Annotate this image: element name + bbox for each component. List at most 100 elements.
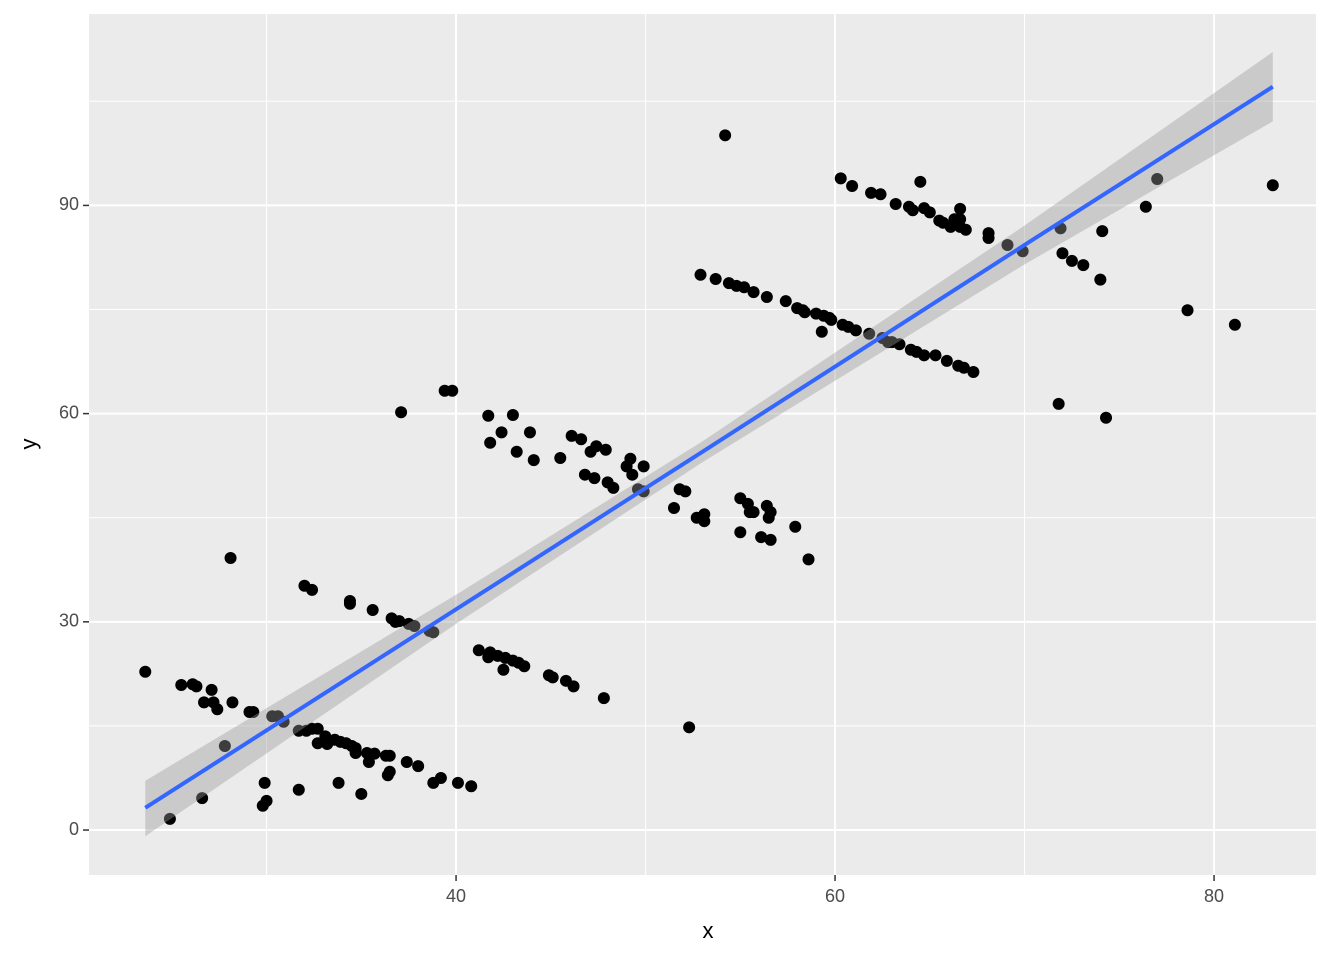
point <box>929 349 942 362</box>
point <box>247 706 260 719</box>
point <box>546 671 559 684</box>
point <box>1001 238 1014 251</box>
point <box>1100 411 1113 424</box>
point <box>957 361 970 374</box>
point <box>590 440 603 453</box>
point <box>465 780 478 793</box>
y-tick-label: 30 <box>59 611 79 631</box>
point <box>906 204 919 217</box>
point <box>1228 318 1241 331</box>
point <box>383 749 396 762</box>
y-axis-label: y <box>16 439 41 450</box>
point <box>205 683 218 696</box>
point <box>434 771 447 784</box>
x-tick-label: 60 <box>825 886 845 906</box>
point <box>224 551 237 564</box>
point <box>332 776 345 789</box>
point <box>497 663 510 676</box>
point <box>863 327 876 340</box>
x-axis-label: x <box>703 918 714 943</box>
point <box>163 812 176 825</box>
point <box>198 696 211 709</box>
point <box>914 175 927 188</box>
point <box>366 604 379 617</box>
point <box>1181 304 1194 317</box>
point <box>292 783 305 796</box>
point <box>764 533 777 546</box>
point <box>683 721 696 734</box>
point <box>368 747 381 760</box>
point <box>789 520 802 533</box>
point <box>190 680 203 693</box>
point <box>1065 254 1078 267</box>
point <box>738 281 751 294</box>
point <box>218 740 231 753</box>
point <box>260 794 273 807</box>
point <box>527 454 540 467</box>
point <box>1056 247 1069 260</box>
point <box>506 409 519 422</box>
point <box>400 756 413 769</box>
point <box>523 426 536 439</box>
point <box>446 384 459 397</box>
point <box>597 692 610 705</box>
point <box>846 179 859 192</box>
point <box>889 198 902 211</box>
point <box>679 485 692 498</box>
point <box>698 515 711 528</box>
point <box>626 468 639 481</box>
point <box>849 324 862 337</box>
point <box>959 223 972 236</box>
point <box>554 452 567 465</box>
point <box>495 426 508 439</box>
point <box>196 792 209 805</box>
point <box>383 765 396 778</box>
x-tick-label: 80 <box>1204 886 1224 906</box>
point <box>567 680 580 693</box>
point <box>306 583 319 596</box>
point <box>408 619 421 632</box>
point <box>865 186 878 199</box>
point <box>472 644 485 657</box>
point <box>755 531 768 544</box>
y-tick-label: 0 <box>69 819 79 839</box>
point <box>667 502 680 515</box>
point <box>637 460 650 473</box>
point <box>954 202 967 215</box>
point <box>760 291 773 304</box>
point <box>982 232 995 245</box>
point <box>779 295 792 308</box>
point <box>395 406 408 419</box>
point <box>355 787 368 800</box>
point <box>747 286 760 299</box>
point <box>764 506 777 519</box>
x-tick-label: 40 <box>446 886 466 906</box>
point <box>747 506 760 519</box>
point <box>139 665 152 678</box>
point <box>349 746 362 759</box>
fit-line <box>144 85 1274 810</box>
point <box>599 443 612 456</box>
point <box>624 452 637 465</box>
point <box>815 325 828 338</box>
point <box>940 354 953 367</box>
point <box>258 776 271 789</box>
point <box>967 365 980 378</box>
point <box>482 409 495 422</box>
point <box>1139 200 1152 213</box>
point <box>834 172 847 185</box>
point <box>311 722 324 735</box>
point <box>802 553 815 566</box>
point <box>578 468 591 481</box>
point <box>1266 179 1279 192</box>
point <box>1151 173 1164 186</box>
point <box>1096 225 1109 238</box>
point <box>510 445 523 458</box>
point <box>709 272 722 285</box>
point <box>893 338 906 351</box>
point <box>874 188 887 201</box>
confidence-band <box>145 52 1273 837</box>
point <box>211 703 224 716</box>
point <box>719 129 732 142</box>
